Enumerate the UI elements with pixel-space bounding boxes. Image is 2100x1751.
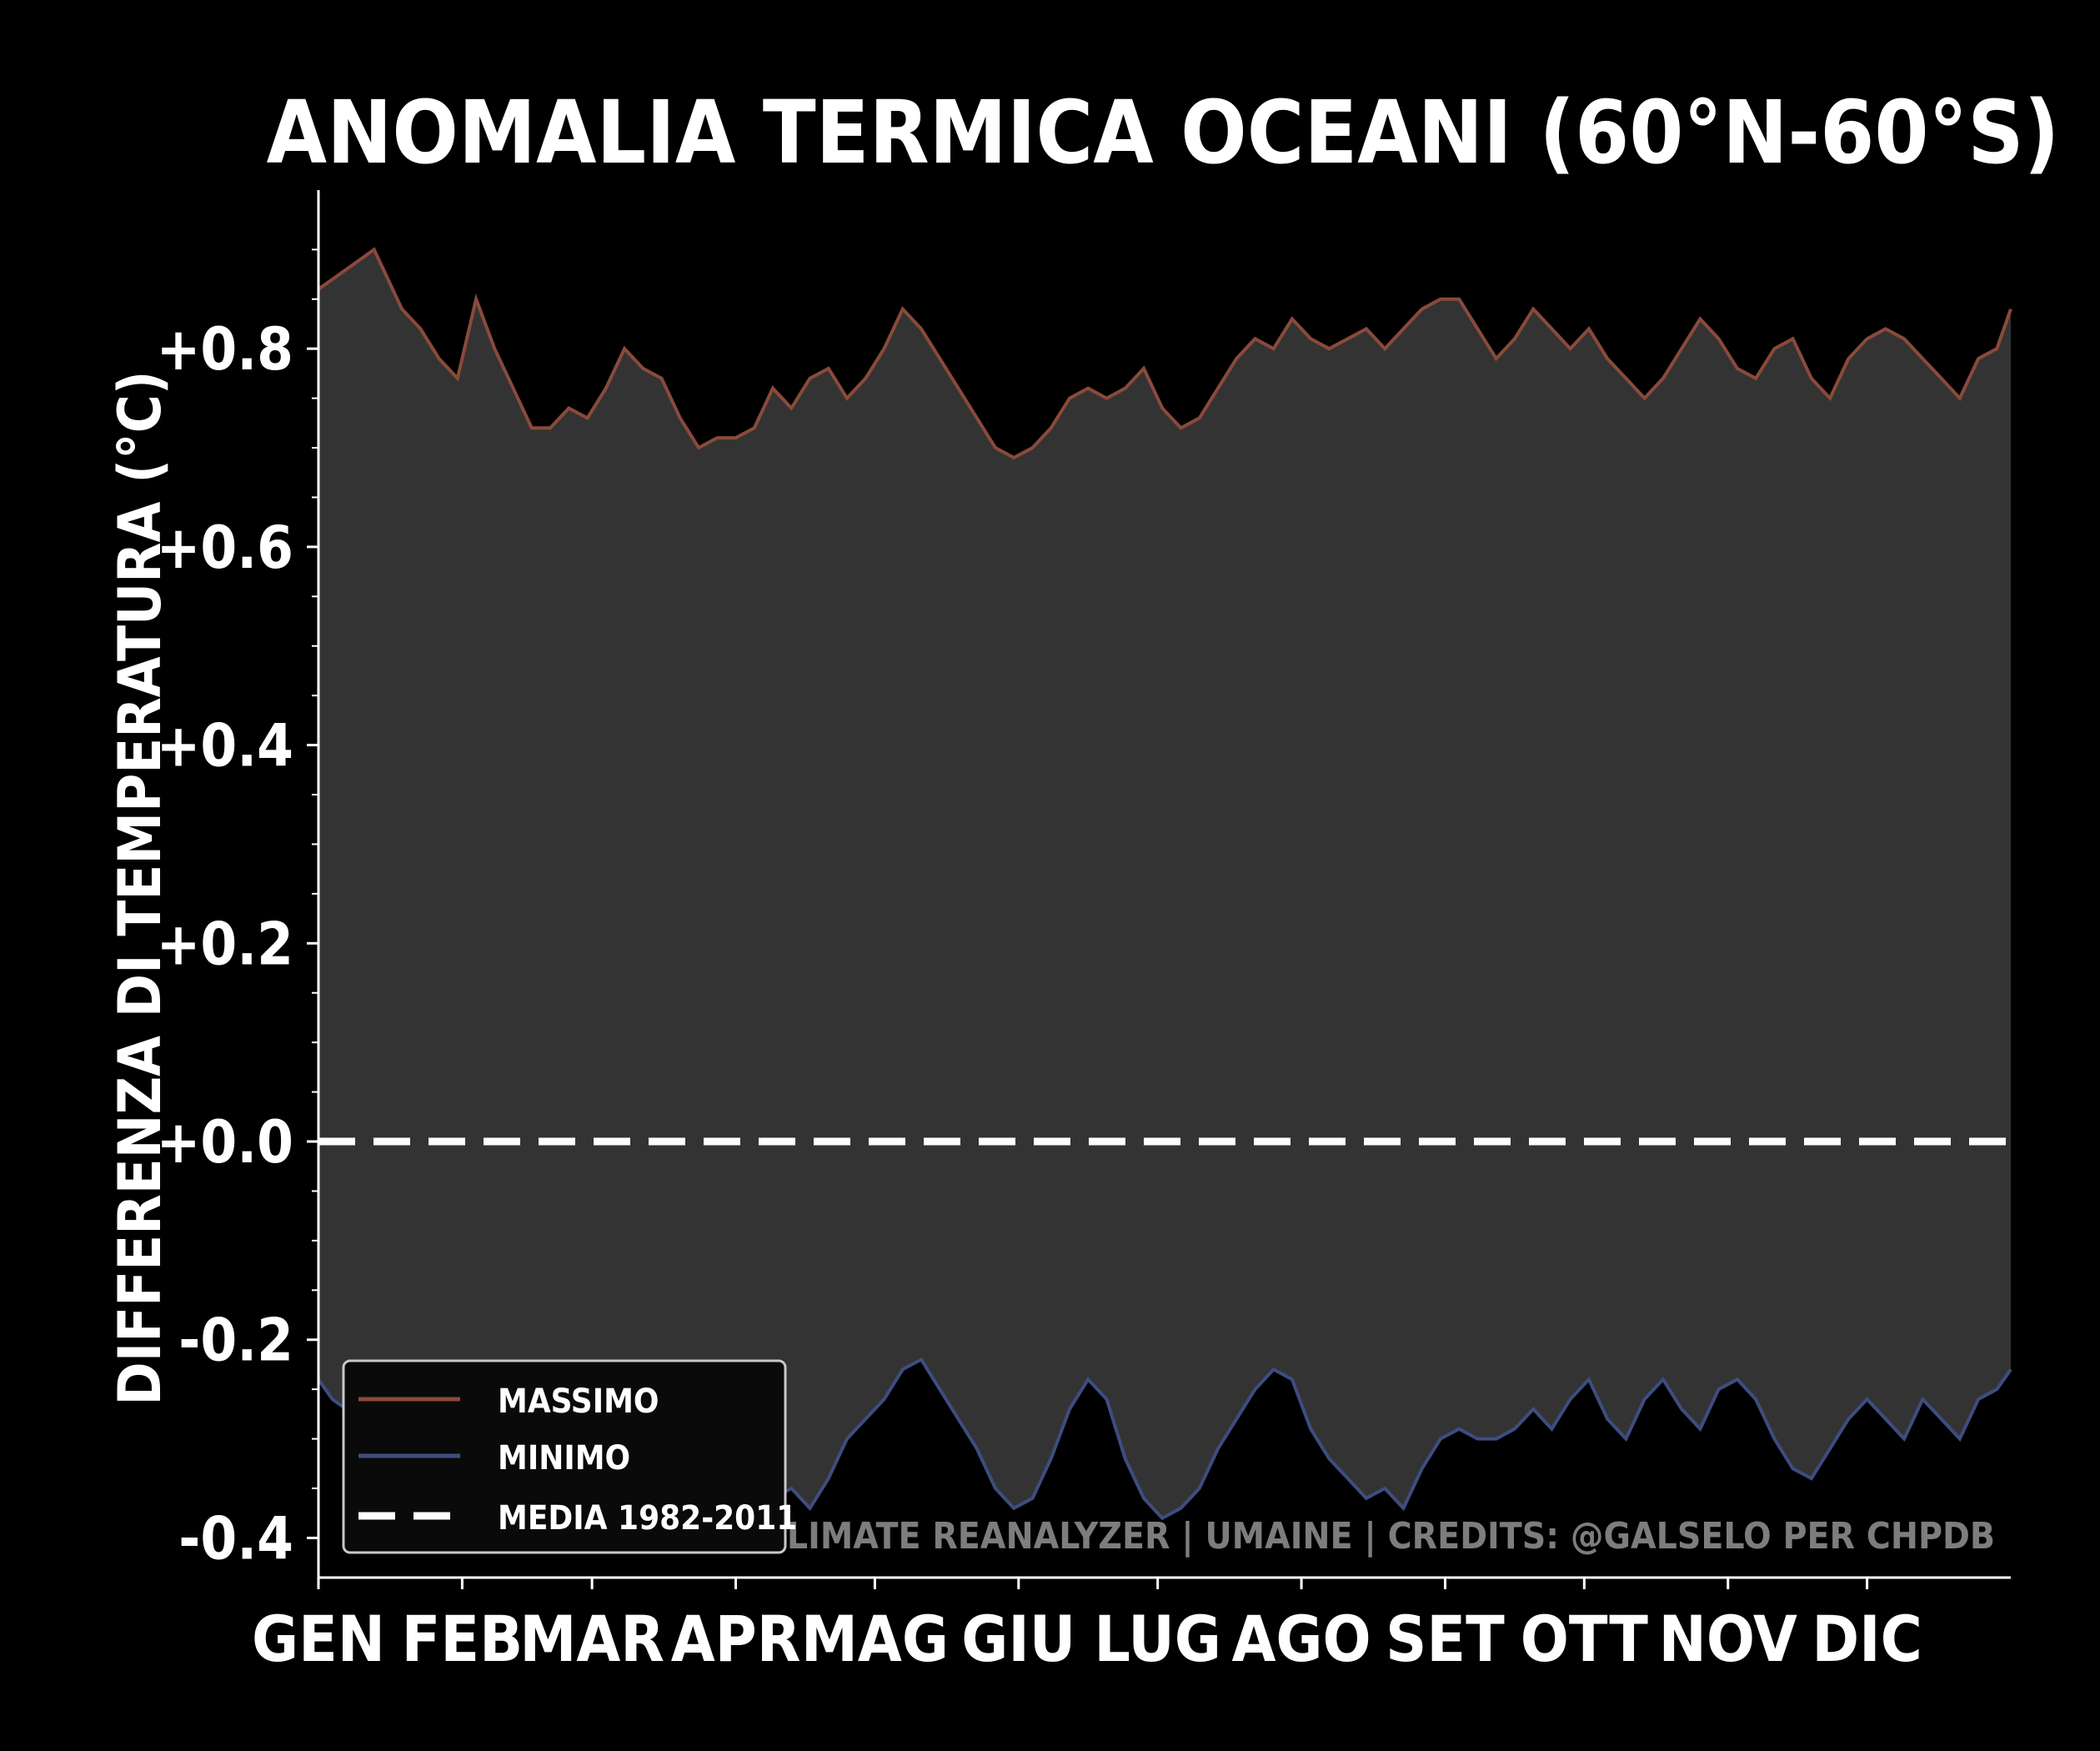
y-tick-label: +0.6 xyxy=(157,514,293,582)
y-ticks: -0.4 -0.2 +0.0 +0.2 +0.4 +0.6 +0.8 xyxy=(157,248,318,1573)
x-tick-label: AGO xyxy=(1231,1602,1371,1676)
x-tick-label: GEN xyxy=(252,1602,385,1676)
range-fill xyxy=(318,249,2011,1518)
x-tick-label: OTT xyxy=(1521,1602,1649,1676)
x-tick-label: SET xyxy=(1386,1602,1505,1676)
chart-title: ANOMALIA TERMICA OCEANI (60°N-60°S) xyxy=(267,82,2060,183)
series-line-massimo xyxy=(317,247,2012,460)
legend-label-minimo: MINIMO xyxy=(498,1439,630,1478)
y-tick-label: +0.8 xyxy=(157,315,293,384)
legend-label-media: MEDIA 1982-2011 xyxy=(498,1499,797,1538)
y-tick-label: +0.4 xyxy=(157,712,293,780)
x-tick-label: MAG xyxy=(801,1602,949,1676)
x-tick-label: MAR xyxy=(519,1602,664,1676)
legend: MASSIMO MINIMO MEDIA 1982-2011 xyxy=(342,1359,797,1554)
x-tick-label: FEB xyxy=(402,1602,524,1676)
x-tick-label: NOV xyxy=(1659,1602,1797,1676)
legend-label-massimo: MASSIMO xyxy=(498,1382,659,1421)
y-tick-label: +0.0 xyxy=(157,1108,293,1177)
y-axis-label: DIFFERENZA DI TEMPERATURA (°C) xyxy=(106,370,174,1405)
legend-box xyxy=(342,1359,787,1554)
plot-area xyxy=(317,247,2012,1521)
x-tick-label: DIC xyxy=(1812,1602,1922,1676)
x-tick-label: LUG xyxy=(1094,1602,1220,1676)
x-tick-label: GIU xyxy=(961,1602,1075,1676)
credit-annotation: DATI: CLIMATE REANALYZER | UMAINE | CRED… xyxy=(653,1515,1995,1558)
x-tick-label: APR xyxy=(671,1602,801,1676)
y-tick-label: -0.4 xyxy=(178,1504,293,1573)
y-tick-label: +0.2 xyxy=(157,910,293,978)
y-tick-label: -0.2 xyxy=(178,1307,293,1375)
